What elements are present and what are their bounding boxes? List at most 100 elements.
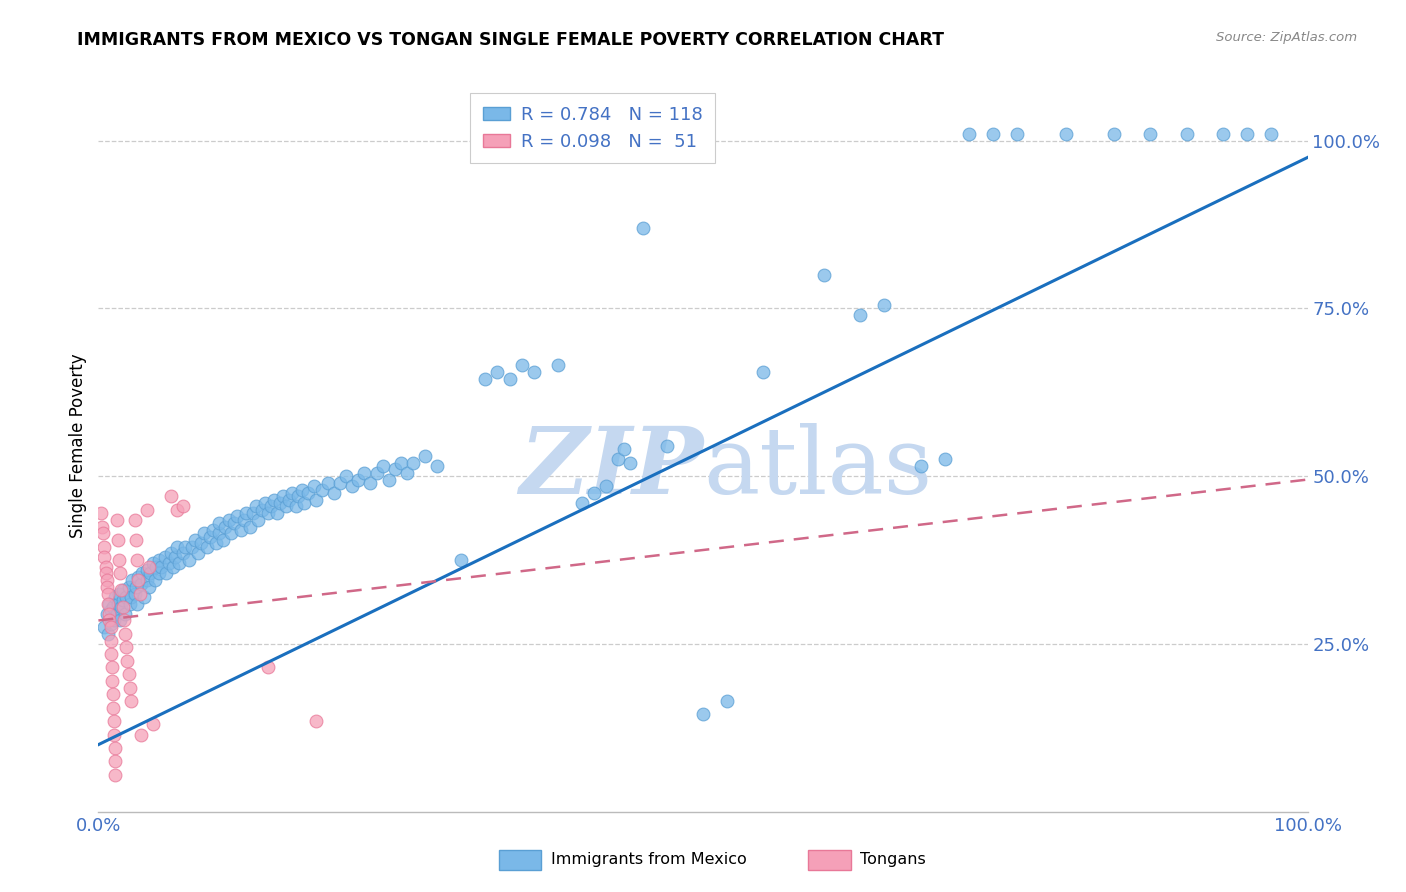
Point	[1139, 127, 1161, 141]
Point	[571, 496, 593, 510]
Point	[115, 640, 138, 655]
Point	[127, 597, 149, 611]
Point	[148, 566, 170, 581]
Point	[274, 500, 297, 514]
Point	[305, 714, 328, 728]
Point	[226, 509, 249, 524]
Point	[153, 549, 176, 564]
Point	[105, 607, 128, 621]
Point	[91, 526, 114, 541]
Point	[1175, 127, 1198, 141]
Point	[127, 553, 149, 567]
Point	[377, 473, 399, 487]
Point	[229, 523, 252, 537]
Point	[607, 452, 630, 467]
Point	[131, 566, 153, 581]
Point	[208, 526, 231, 541]
Point	[98, 597, 121, 611]
Point	[128, 587, 150, 601]
Point	[583, 486, 606, 500]
Point	[118, 597, 141, 611]
Point	[114, 627, 136, 641]
Point	[101, 700, 124, 714]
Point	[316, 475, 339, 490]
Point	[1212, 127, 1234, 141]
Point	[166, 502, 188, 516]
Point	[384, 462, 406, 476]
Text: Tongans: Tongans	[860, 853, 927, 867]
Point	[108, 566, 131, 581]
Point	[613, 442, 636, 457]
Point	[278, 492, 301, 507]
Point	[212, 533, 235, 547]
Point	[266, 506, 288, 520]
Point	[143, 573, 166, 587]
Point	[96, 607, 118, 621]
Point	[214, 519, 236, 533]
Point	[595, 479, 617, 493]
Point	[284, 500, 307, 514]
Point	[1102, 127, 1125, 141]
Point	[202, 523, 225, 537]
Text: IMMIGRANTS FROM MEXICO VS TONGAN SINGLE FEMALE POVERTY CORRELATION CHART: IMMIGRANTS FROM MEXICO VS TONGAN SINGLE …	[77, 31, 945, 49]
Point	[1260, 127, 1282, 141]
Point	[160, 489, 183, 503]
Point	[111, 583, 134, 598]
Point	[184, 533, 207, 547]
Point	[134, 590, 156, 604]
Point	[174, 540, 197, 554]
Point	[124, 513, 146, 527]
Point	[235, 506, 257, 520]
Point	[93, 620, 115, 634]
Point	[353, 466, 375, 480]
Point	[981, 127, 1004, 141]
Point	[208, 516, 231, 531]
Point	[193, 526, 215, 541]
Point	[94, 559, 117, 574]
Point	[329, 475, 352, 490]
Point	[104, 590, 127, 604]
Point	[222, 516, 245, 531]
Point	[104, 741, 127, 756]
Point	[172, 546, 194, 560]
Point	[250, 502, 273, 516]
Point	[204, 536, 226, 550]
Point	[150, 559, 173, 574]
Point	[245, 500, 267, 514]
Point	[118, 580, 141, 594]
Point	[107, 597, 129, 611]
Point	[716, 694, 738, 708]
Point	[239, 519, 262, 533]
Point	[129, 576, 152, 591]
Point	[103, 727, 125, 741]
Point	[103, 614, 125, 628]
Point	[101, 687, 124, 701]
Point	[139, 566, 162, 581]
Point	[269, 496, 291, 510]
Point	[389, 456, 412, 470]
Point	[1054, 127, 1077, 141]
Point	[105, 513, 128, 527]
Point	[142, 557, 165, 571]
Point	[450, 553, 472, 567]
Point	[115, 590, 138, 604]
Point	[120, 694, 142, 708]
Point	[498, 372, 520, 386]
Point	[90, 506, 112, 520]
Point	[114, 607, 136, 621]
Point	[190, 536, 212, 550]
Point	[305, 492, 328, 507]
Point	[157, 557, 180, 571]
Point	[101, 600, 124, 615]
Point	[619, 456, 641, 470]
Point	[180, 540, 202, 554]
Point	[127, 570, 149, 584]
Point	[486, 365, 509, 379]
Point	[142, 717, 165, 731]
Point	[110, 583, 132, 598]
Point	[655, 439, 678, 453]
Point	[112, 614, 135, 628]
Point	[256, 506, 278, 520]
Point	[221, 526, 243, 541]
Point	[290, 483, 312, 497]
